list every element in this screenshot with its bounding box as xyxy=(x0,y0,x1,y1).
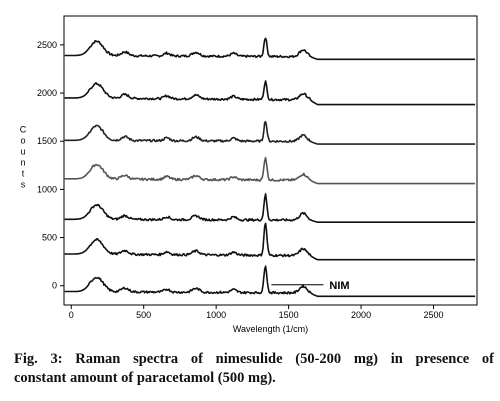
caption-line-1: Fig. 3: Raman spectra of nimesulide (50-… xyxy=(14,351,494,367)
x-axis-ticks: 0 500 1000 1500 2000 2500 xyxy=(69,305,444,320)
y-tick-label: 1000 xyxy=(37,184,57,194)
x-tick-label: 1500 xyxy=(279,310,299,320)
spectrum-line-3 xyxy=(64,121,476,145)
x-tick-label: 500 xyxy=(136,310,151,320)
spectrum-line-7 xyxy=(64,265,476,298)
x-tick-label: 0 xyxy=(69,310,74,320)
plot-frame xyxy=(63,15,478,306)
y-tick-label: 1500 xyxy=(37,136,57,146)
x-tick-label: 2000 xyxy=(351,310,371,320)
raman-chart: 0 500 1000 1500 2000 2500 0 500 1000 1500 2000 250… xyxy=(20,15,478,334)
x-axis-label: Wavelength (1/cm) xyxy=(233,324,308,334)
y-axis-ticks: 0 500 1000 1500 2000 2500 xyxy=(37,40,64,291)
spectrum-line-5 xyxy=(64,193,476,223)
spectrum-line-4 xyxy=(64,156,476,185)
y-tick-label: 2000 xyxy=(37,88,57,98)
nim-annotation: NIM xyxy=(329,280,349,292)
annotation: NIM xyxy=(271,280,350,292)
spectrum-line-1 xyxy=(64,37,476,61)
x-tick-label: 2500 xyxy=(424,310,444,320)
spectrum-line-6 xyxy=(64,222,476,261)
y-tick-label: 500 xyxy=(42,233,57,243)
spectrum-line-2 xyxy=(64,80,476,106)
y-tick-label: 0 xyxy=(52,281,57,291)
caption-line-2: constant amount of paracetamol (500 mg). xyxy=(14,370,276,386)
spectra xyxy=(64,37,476,298)
y-tick-label: 2500 xyxy=(37,40,57,50)
figure-caption: Fig. 3: Raman spectra of nimesulide (50-… xyxy=(14,350,494,388)
x-tick-label: 1000 xyxy=(206,310,226,320)
